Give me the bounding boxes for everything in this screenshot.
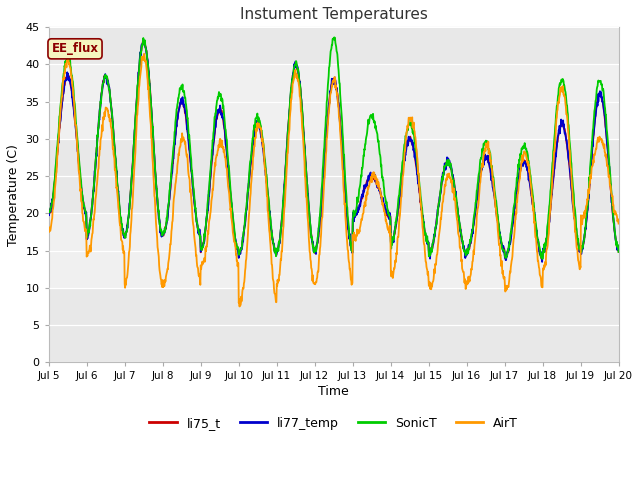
SonicT: [157, 228, 165, 234]
Line: li77_temp: li77_temp: [49, 40, 618, 262]
li77_temp: [172, 131, 180, 137]
li77_temp: [422, 238, 430, 244]
li75_t: [158, 231, 166, 237]
Text: EE_flux: EE_flux: [51, 42, 99, 55]
Bar: [49, 64, 618, 139]
SonicT: [331, 35, 339, 40]
X-axis label: Time: Time: [318, 385, 349, 398]
Bar: [49, 288, 618, 362]
AirT: [172, 180, 180, 185]
SonicT: [539, 256, 547, 262]
SonicT: [236, 252, 243, 258]
SonicT: [45, 209, 52, 215]
AirT: [236, 298, 244, 304]
Title: Instument Temperatures: Instument Temperatures: [239, 7, 428, 22]
Bar: [49, 27, 618, 64]
AirT: [497, 264, 505, 269]
li75_t: [538, 256, 545, 262]
AirT: [423, 266, 431, 272]
li77_temp: [158, 232, 166, 238]
li75_t: [422, 238, 430, 243]
Line: li75_t: li75_t: [49, 41, 618, 259]
li77_temp: [614, 245, 622, 251]
li75_t: [497, 238, 505, 244]
AirT: [140, 51, 148, 57]
Bar: [49, 213, 618, 288]
SonicT: [497, 237, 505, 242]
li75_t: [45, 208, 52, 214]
Line: AirT: AirT: [49, 54, 618, 306]
SonicT: [548, 174, 556, 180]
li77_temp: [140, 37, 148, 43]
SonicT: [614, 249, 622, 255]
li75_t: [614, 249, 622, 254]
li77_temp: [538, 259, 546, 265]
Bar: [49, 139, 618, 213]
li75_t: [172, 130, 180, 135]
Line: SonicT: SonicT: [49, 37, 618, 259]
AirT: [236, 303, 243, 309]
li75_t: [236, 250, 243, 255]
AirT: [548, 190, 556, 196]
li77_temp: [548, 191, 556, 197]
li75_t: [548, 192, 556, 198]
li75_t: [140, 38, 147, 44]
Legend: li75_t, li77_temp, SonicT, AirT: li75_t, li77_temp, SonicT, AirT: [144, 412, 523, 435]
SonicT: [422, 239, 430, 244]
Y-axis label: Temperature (C): Temperature (C): [7, 144, 20, 246]
AirT: [614, 221, 622, 227]
li77_temp: [236, 249, 243, 254]
AirT: [45, 224, 52, 230]
li77_temp: [497, 240, 505, 246]
AirT: [158, 280, 166, 286]
SonicT: [172, 120, 179, 125]
li77_temp: [45, 210, 52, 216]
